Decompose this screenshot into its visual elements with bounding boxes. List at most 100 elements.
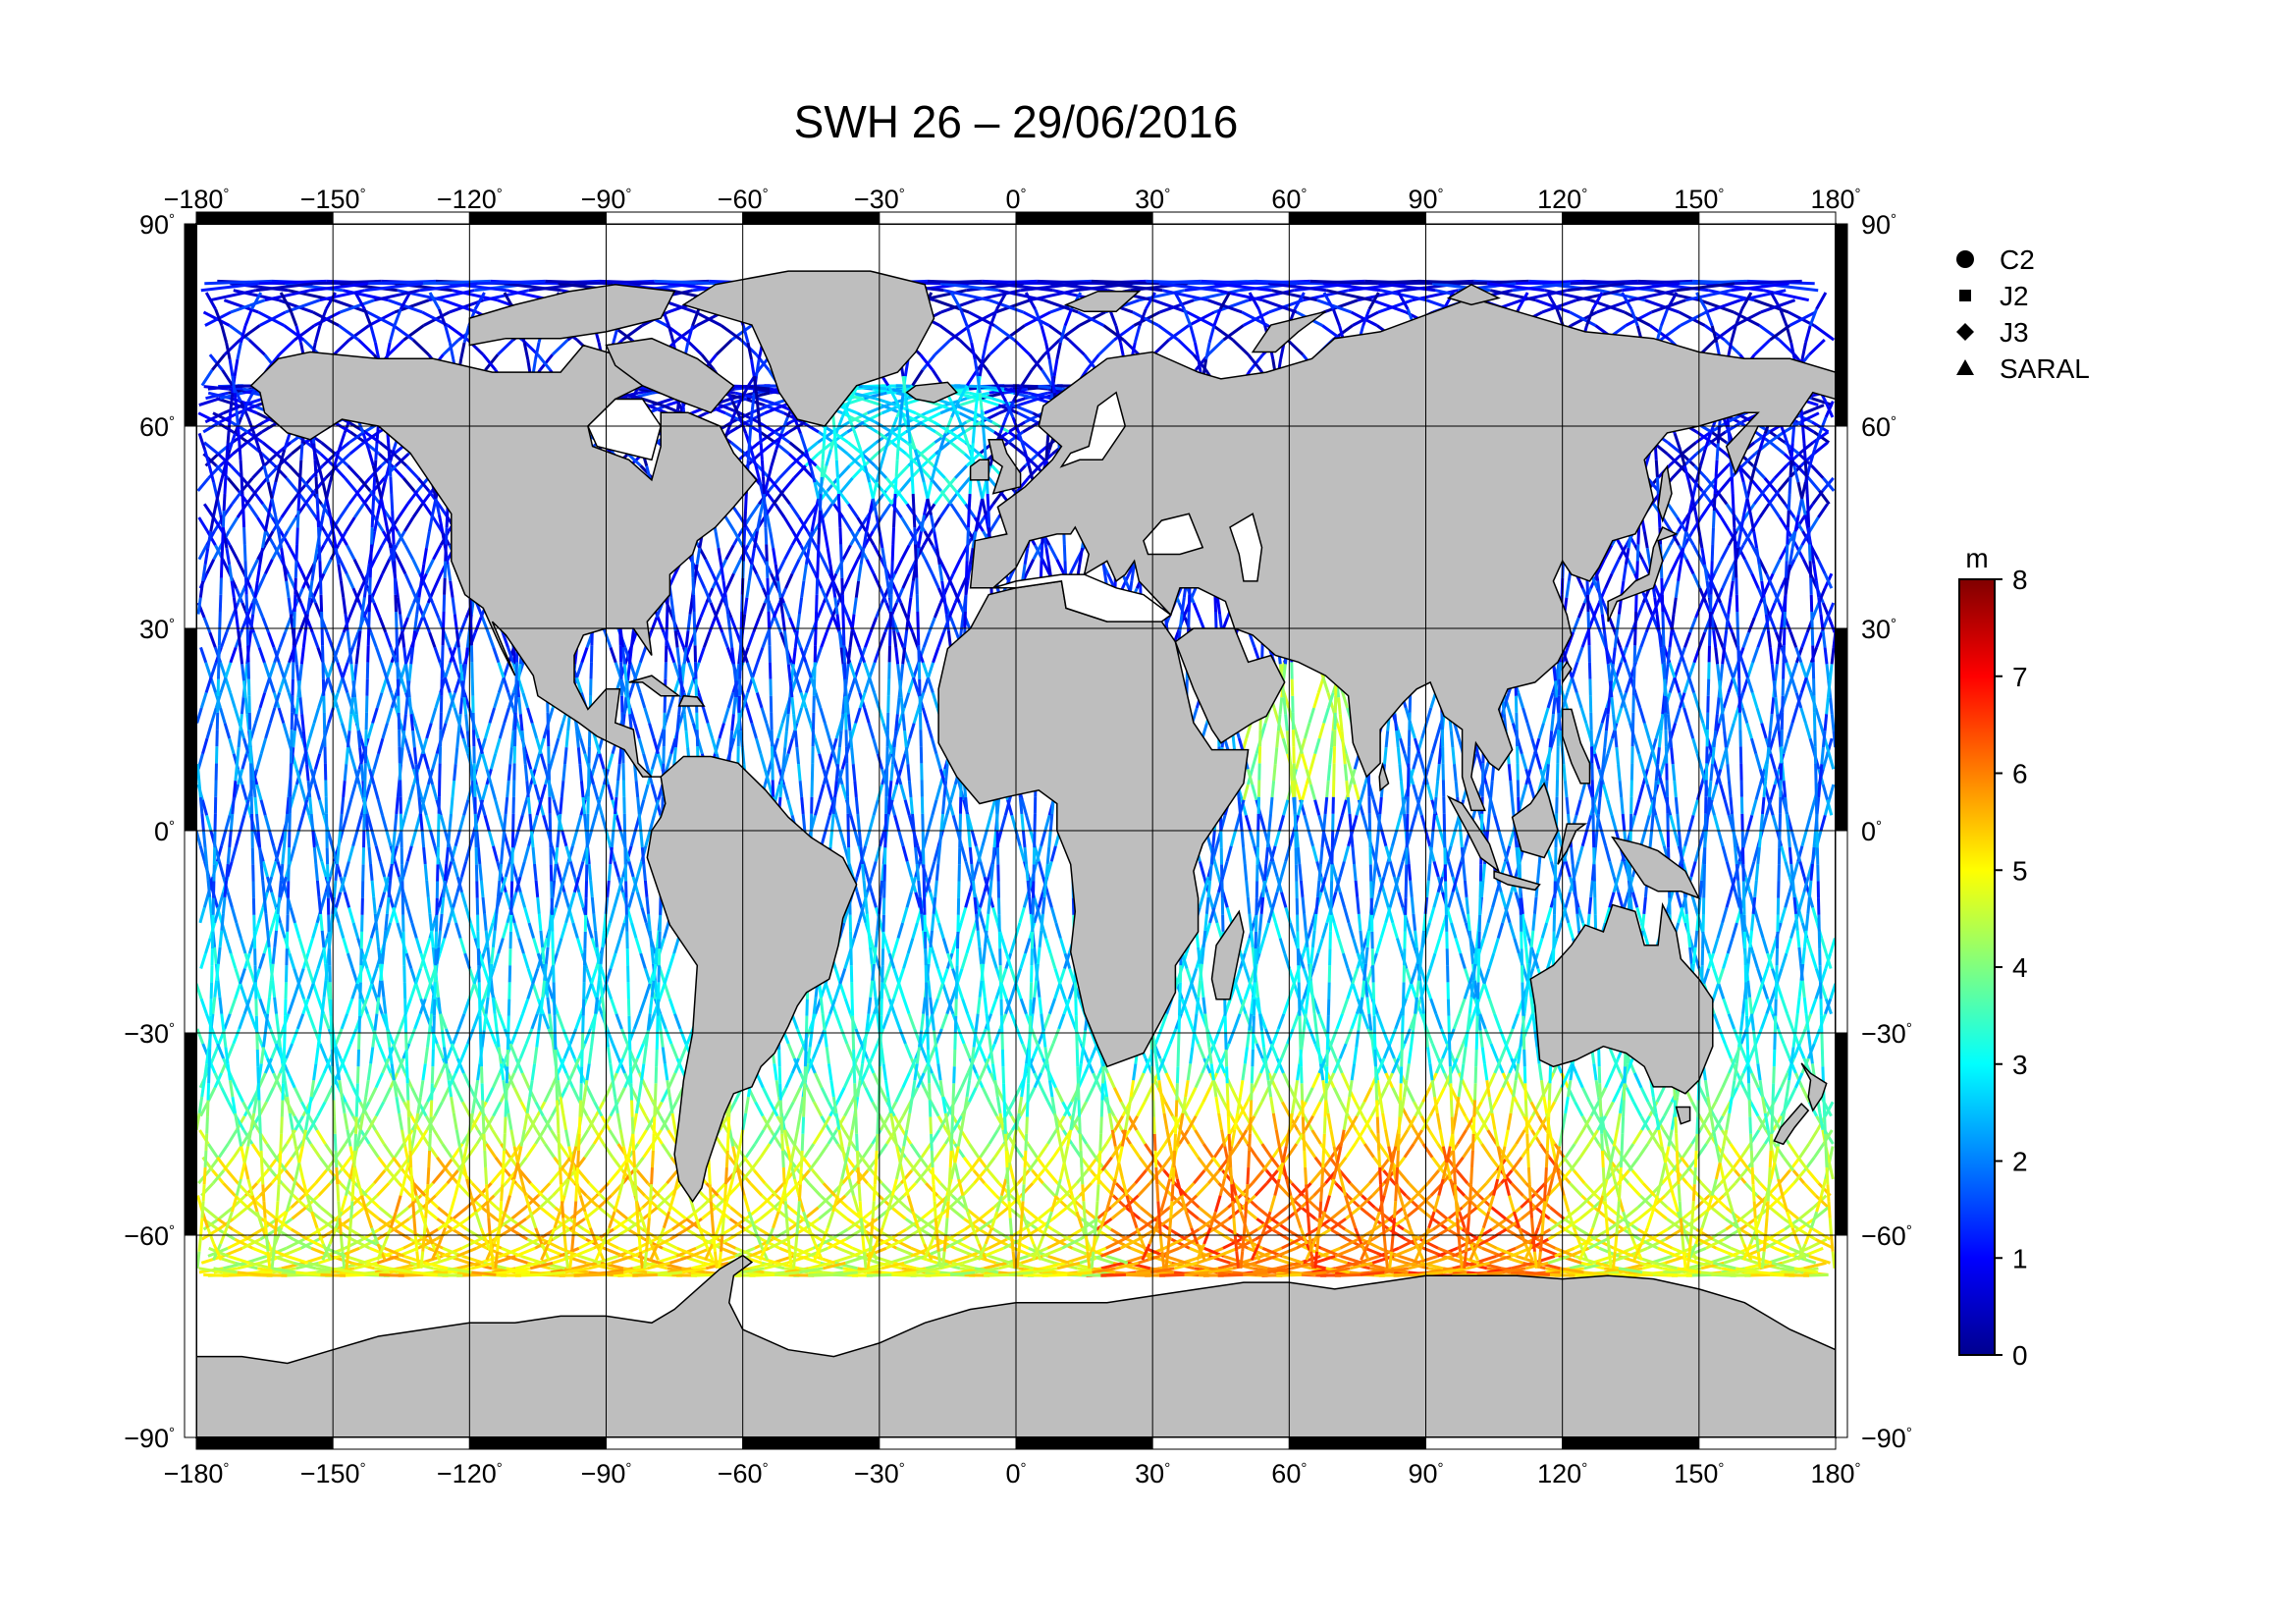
track-segment — [941, 983, 950, 1000]
track-segment — [310, 631, 320, 648]
track-segment — [570, 830, 579, 847]
track-segment — [497, 662, 506, 678]
track-segment — [398, 1182, 412, 1197]
track-segment — [425, 723, 433, 739]
track-segment — [284, 617, 293, 633]
track-segment — [754, 1101, 765, 1117]
track-segment — [812, 1101, 824, 1117]
track-segment — [431, 1169, 445, 1185]
track-segment — [337, 631, 346, 648]
track-segment — [755, 572, 765, 589]
track-segment — [228, 737, 236, 755]
track-segment — [878, 1237, 898, 1250]
track-segment — [822, 768, 829, 785]
track-segment — [227, 1129, 239, 1145]
track-segment — [592, 753, 600, 770]
track-segment — [790, 1057, 800, 1074]
track-segment — [240, 784, 248, 800]
track-segment — [835, 1087, 846, 1103]
track-segment — [1037, 1227, 1055, 1241]
track-segment — [1053, 1237, 1074, 1250]
track-segment — [650, 784, 659, 800]
track-segment — [338, 559, 348, 574]
track-segment — [224, 814, 232, 832]
track-segment — [341, 814, 348, 832]
track-segment — [529, 768, 537, 785]
track-segment — [1807, 476, 1821, 492]
track-segment — [559, 876, 566, 893]
track-segment — [1070, 1143, 1083, 1159]
track-segment — [932, 952, 940, 969]
track-segment — [225, 938, 233, 954]
track-segment — [613, 892, 620, 908]
track-segment — [642, 784, 650, 800]
track-segment — [336, 707, 344, 724]
track-segment — [340, 723, 348, 739]
track-segment — [531, 983, 540, 1000]
track-segment — [434, 692, 443, 709]
track-segment — [669, 1043, 679, 1059]
track-segment — [656, 617, 666, 633]
track-segment — [568, 1028, 578, 1045]
track-segment — [357, 784, 365, 800]
track-segment — [288, 952, 296, 969]
track-segment — [282, 723, 290, 739]
track-segment — [345, 799, 353, 816]
track-segment — [893, 559, 904, 574]
track-segment — [863, 707, 871, 724]
track-segment — [401, 476, 416, 492]
track-segment — [608, 906, 616, 924]
track-segment — [761, 1194, 776, 1209]
track-segment — [366, 814, 374, 832]
track-segment — [568, 1206, 585, 1220]
track-segment — [228, 998, 238, 1015]
track-segment — [895, 464, 910, 479]
track-segment — [292, 983, 300, 1000]
track-segment — [614, 1057, 624, 1074]
track-segment — [227, 1237, 247, 1250]
track-segment — [744, 1206, 761, 1220]
track-segment — [554, 892, 562, 908]
track-segment — [922, 631, 931, 648]
track-segment — [249, 723, 257, 739]
track-segment — [1803, 1261, 1827, 1271]
track-segment — [722, 707, 730, 724]
track-segment — [814, 998, 823, 1015]
track-segment — [339, 503, 350, 518]
track-segment — [309, 1143, 322, 1159]
track-segment — [1778, 1169, 1791, 1185]
track-segment — [270, 892, 278, 908]
track-segment — [867, 1013, 876, 1030]
track-segment — [882, 983, 891, 1000]
track-segment — [826, 784, 834, 800]
map-title: SWH 26 – 29/06/2016 — [794, 96, 1239, 147]
track-segment — [446, 861, 454, 878]
track-segment — [287, 998, 295, 1015]
track-segment — [515, 1261, 539, 1271]
track-segment — [428, 631, 437, 648]
track-segment — [257, 646, 266, 664]
track-segment — [403, 572, 413, 589]
track-segment — [755, 737, 763, 755]
track-segment — [746, 631, 756, 648]
track-segment — [500, 876, 507, 893]
track-segment — [366, 723, 375, 739]
track-segment — [323, 530, 334, 547]
track-segment — [454, 1087, 464, 1103]
track-segment — [334, 1028, 344, 1045]
track-segment — [816, 602, 826, 619]
track-segment — [322, 1057, 332, 1074]
track-segment — [353, 768, 361, 785]
track-segment — [287, 572, 296, 589]
track-segment — [613, 1217, 630, 1231]
track-segment — [571, 922, 579, 939]
track-segment — [1040, 1087, 1050, 1103]
track-segment — [948, 420, 968, 434]
track-segment — [235, 587, 244, 604]
track-segment — [575, 814, 583, 832]
track-segment — [373, 1169, 387, 1185]
track-segment — [675, 1057, 685, 1074]
track-segment — [488, 707, 497, 724]
track-segment — [533, 753, 541, 770]
track-segment — [320, 861, 328, 878]
